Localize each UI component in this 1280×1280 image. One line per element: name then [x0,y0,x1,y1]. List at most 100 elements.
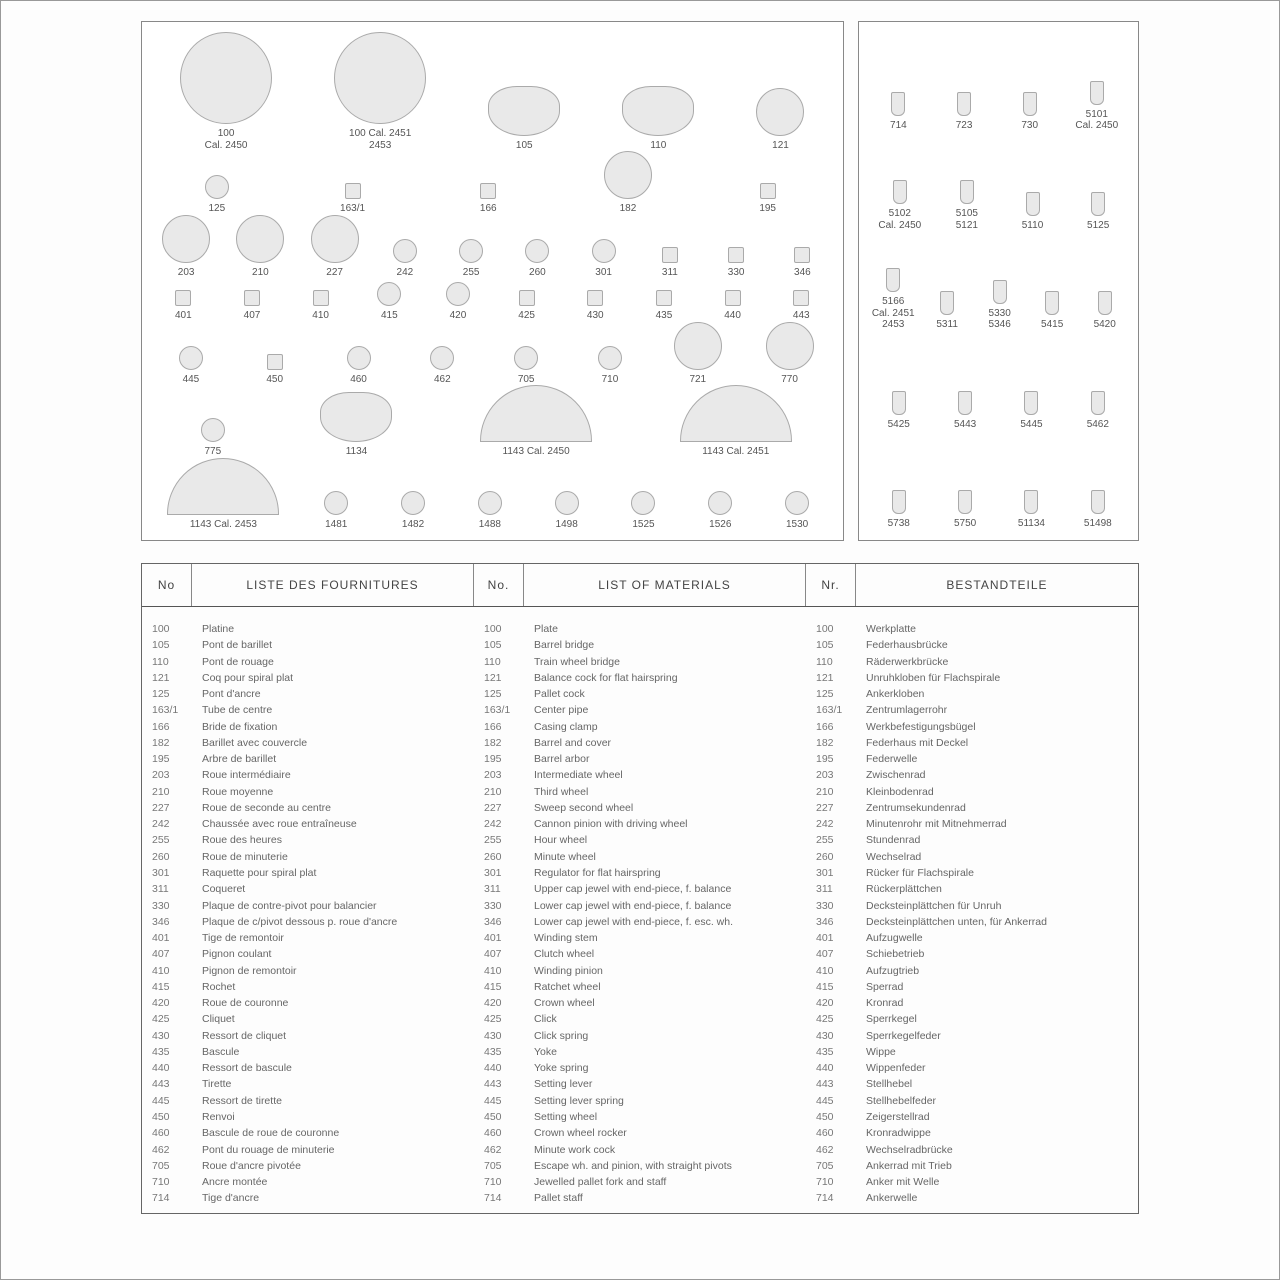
part: 415 [369,282,409,322]
cell-no: 425 [474,1011,524,1027]
header-fr: LISTE DES FOURNITURES [192,564,474,606]
cell-no: 407 [474,946,524,962]
cell-no: 401 [142,930,192,946]
part-label: 5311 [936,319,958,331]
cell-no: 163/1 [142,702,192,718]
cell-no: 443 [806,1076,856,1092]
part: 5110 [1013,192,1053,232]
part: 203 [162,215,210,279]
part-shape [604,151,652,199]
cell-de: Rücker für Flachspirale [856,865,1138,881]
part-shape [334,32,426,124]
part-shape [1024,490,1038,514]
part-shape [324,491,348,515]
part-shape [201,418,225,442]
cell-en: Click spring [524,1028,806,1044]
part-shape [680,385,792,442]
part: 710 [590,346,630,386]
part-shape [793,290,809,306]
cell-no: 435 [142,1044,192,1060]
cell-fr: Pignon coulant [192,946,474,962]
part-shape [756,88,804,136]
cell-de: Rückerplättchen [856,881,1138,897]
cell-fr: Pont de barillet [192,637,474,653]
part-shape [587,290,603,306]
part-shape [958,490,972,514]
part-shape [708,491,732,515]
part-shape [592,239,616,263]
table-row: 100Platine100Plate100Werkplatte [142,621,1138,637]
part: 1530 [777,491,817,531]
cell-no: 445 [806,1093,856,1109]
table-row: 430Ressort de cliquet430Click spring430S… [142,1028,1138,1044]
cell-de: Werkplatte [856,621,1138,637]
cell-no: 710 [806,1174,856,1190]
cell-en: Crown wheel rocker [524,1125,806,1141]
cell-de: Zentrumlagerrohr [856,702,1138,718]
part-label: 195 [759,203,776,215]
table-row: 450Renvoi450Setting wheel450Zeigerstellr… [142,1109,1138,1125]
part-label: 227 [326,267,343,279]
part-shape [1026,192,1040,216]
cell-en: Crown wheel [524,995,806,1011]
part-shape [794,247,810,263]
cell-de: Ankerrad mit Trieb [856,1158,1138,1174]
part: 125 [197,175,237,215]
part: 255 [451,239,491,279]
cell-de: Kronradwippe [856,1125,1138,1141]
part-label: 5738 [888,518,910,530]
cell-no: 440 [806,1060,856,1076]
cell-no: 407 [142,946,192,962]
cell-de: Stundenrad [856,832,1138,848]
part-shape [519,290,535,306]
part: 401 [163,290,203,322]
cell-no: 210 [474,784,524,800]
part-label: 1482 [402,519,424,531]
part-label: 435 [656,310,673,322]
table-row: 182Barillet avec couvercle182Barrel and … [142,735,1138,751]
cell-no: 260 [142,849,192,865]
part: 460 [339,346,379,386]
cell-de: Schiebetrieb [856,946,1138,962]
cell-no: 301 [142,865,192,881]
part-label: 163/1 [340,203,365,215]
cell-no: 311 [474,881,524,897]
part: 121 [756,88,804,152]
cell-de: Federhausbrücke [856,637,1138,653]
part: 445 [171,346,211,386]
part-shape [1091,391,1105,415]
part-label: 1143 Cal. 2453 [190,519,257,531]
part-label: 1530 [786,519,808,531]
part-shape [891,92,905,116]
part-label: 440 [724,310,741,322]
part-shape [313,290,329,306]
part-shape [236,215,284,263]
part-shape [1098,291,1112,315]
part-label: 5102 Cal. 2450 [878,208,921,231]
table-row: 435Bascule435Yoke435Wippe [142,1044,1138,1060]
table-row: 443Tirette443Setting lever443Stellhebel [142,1076,1138,1092]
parts-row: 401407410415420425430435440443 [152,278,833,322]
cell-de: Wippenfeder [856,1060,1138,1076]
cell-no: 435 [806,1044,856,1060]
cell-fr: Cliquet [192,1011,474,1027]
part: 182 [604,151,652,215]
cell-no: 125 [806,686,856,702]
cell-fr: Pont du rouage de minuterie [192,1142,474,1158]
cell-fr: Tube de centre [192,702,474,718]
part: 242 [385,239,425,279]
table-row: 705Roue d'ancre pivotée705Escape wh. and… [142,1158,1138,1174]
cell-de: Kleinbodenrad [856,784,1138,800]
cell-no: 301 [474,865,524,881]
cell-no: 714 [474,1190,524,1206]
part-label: 330 [728,267,745,279]
cell-en: Intermediate wheel [524,767,806,783]
part-label: 415 [381,310,398,322]
table-row: 415Rochet415Ratchet wheel415Sperrad [142,979,1138,995]
cell-en: Cannon pinion with driving wheel [524,816,806,832]
cell-no: 443 [474,1076,524,1092]
part-label: 242 [397,267,414,279]
table-row: 110Pont de rouage110Train wheel bridge11… [142,654,1138,670]
part-shape [893,180,907,204]
cell-no: 121 [474,670,524,686]
